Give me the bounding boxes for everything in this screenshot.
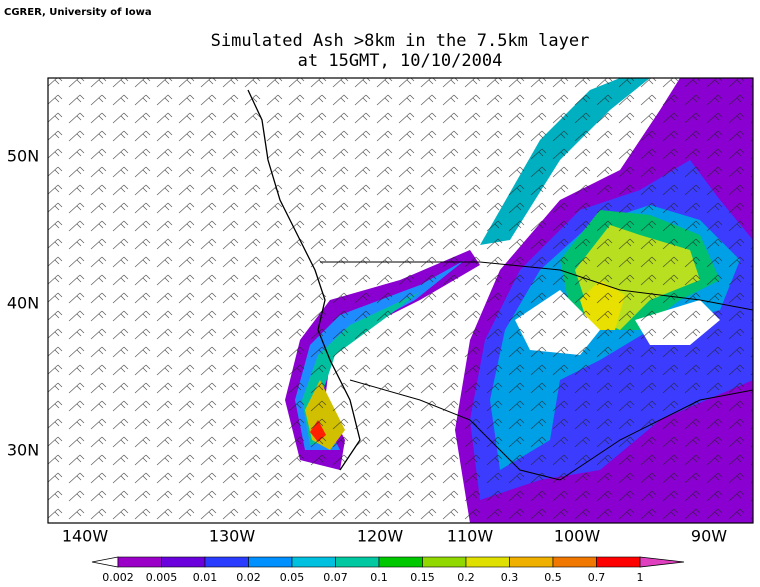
colorbar-label: 0.15 — [410, 571, 435, 584]
colorbar-segment — [161, 556, 206, 568]
colorbar-segment — [552, 556, 597, 568]
colorbar-label: 1 — [637, 571, 644, 584]
border — [320, 261, 753, 311]
colorbar-segment — [248, 556, 293, 568]
colorbar-label: 0.005 — [146, 571, 178, 584]
colorbar-label: 0.07 — [323, 571, 348, 584]
colorbar-segment — [291, 556, 336, 568]
axis-labels: 140W 130W 120W 110W 100W 90W 50N 40N 30N — [7, 147, 727, 546]
colorbar-label: 0.2 — [457, 571, 475, 584]
lat-label: 40N — [7, 294, 39, 313]
border — [349, 379, 753, 481]
colorbar-under — [91, 556, 119, 568]
coastline — [247, 89, 361, 471]
credit: CGRER, University of Iowa — [4, 7, 152, 18]
wind-barbs — [48, 78, 753, 523]
lon-label: 110W — [447, 527, 494, 546]
colorbar-segment — [335, 556, 380, 568]
colorbar-label: 0.01 — [193, 571, 218, 584]
title-line: Simulated Ash >8km in the 7.5km layer — [211, 31, 590, 51]
colorbar-label: 0.05 — [280, 571, 305, 584]
colorbar-segment — [465, 556, 510, 568]
colorbar: 0.002 0.005 0.01 0.02 0.05 0.07 0.1 0.15 0.2 0.3 0… — [91, 556, 685, 584]
colorbar-segment — [509, 556, 554, 568]
title-line: at 15GMT, 10/10/2004 — [298, 51, 503, 71]
colorbar-over — [639, 556, 685, 568]
lon-label: 120W — [357, 527, 404, 546]
lon-label: 100W — [554, 527, 601, 546]
lon-label: 140W — [62, 527, 109, 546]
colorbar-label: 0.5 — [544, 571, 562, 584]
lat-label: 30N — [7, 441, 39, 460]
map-frame — [47, 77, 754, 524]
colorbar-label: 0.1 — [370, 571, 388, 584]
colorbar-label: 0.002 — [102, 571, 134, 584]
map-area — [48, 78, 753, 523]
colorbar-segment — [117, 556, 162, 568]
colorbar-segment — [596, 556, 641, 568]
lon-label: 130W — [209, 527, 256, 546]
lon-label: 90W — [691, 527, 727, 546]
lat-label: 50N — [7, 147, 39, 166]
colorbar-segment — [378, 556, 423, 568]
colorbar-label: 0.02 — [236, 571, 261, 584]
colorbar-label: 0.3 — [501, 571, 519, 584]
colorbar-segment — [422, 556, 467, 568]
colorbar-segment — [204, 556, 249, 568]
colorbar-label: 0.7 — [588, 571, 606, 584]
